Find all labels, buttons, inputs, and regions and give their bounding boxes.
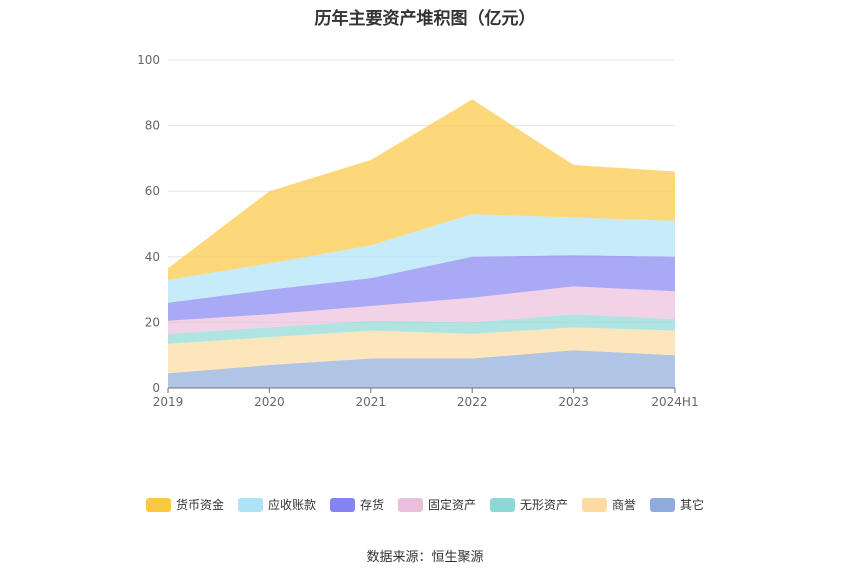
legend-label: 商誉 — [612, 498, 637, 512]
y-tick-label: 40 — [145, 250, 160, 264]
legend-item[interactable]: 无形资产 — [490, 496, 568, 513]
legend-swatch — [650, 497, 676, 512]
area-series-5 — [168, 214, 675, 303]
area-series-6 — [168, 99, 675, 280]
y-tick-label: 100 — [137, 53, 160, 67]
area-series-2 — [168, 314, 675, 344]
y-tick-label: 0 — [152, 381, 160, 395]
x-tick-label: 2024H1 — [651, 395, 698, 409]
legend-swatch — [490, 497, 515, 512]
x-tick-label: 2023 — [558, 395, 589, 409]
area-series-4 — [168, 255, 675, 321]
legend-label: 货币资金 — [175, 498, 224, 512]
x-tick-label: 2022 — [457, 395, 488, 409]
legend-item[interactable]: 存货 — [329, 496, 384, 513]
legend-label: 存货 — [359, 498, 384, 512]
legend-label: 固定资产 — [427, 498, 476, 512]
legend-swatch — [397, 497, 423, 512]
legend-swatch — [145, 497, 171, 512]
y-tick-label: 80 — [145, 119, 160, 133]
legend-item[interactable]: 固定资产 — [397, 496, 476, 513]
area-series-3 — [168, 286, 675, 334]
legend-label: 应收账款 — [267, 498, 316, 512]
legend-item[interactable]: 应收账款 — [237, 496, 316, 513]
legend-swatch — [237, 497, 263, 512]
x-tick-label: 2021 — [356, 395, 387, 409]
y-tick-label: 60 — [145, 184, 160, 198]
x-tick-label: 2020 — [254, 395, 285, 409]
legend-item[interactable]: 货币资金 — [145, 496, 224, 513]
area-series-0 — [168, 350, 675, 388]
x-tick-label: 2019 — [153, 395, 184, 409]
legend-label: 无形资产 — [520, 498, 569, 512]
legend-item[interactable]: 商誉 — [582, 496, 636, 513]
legend-item[interactable]: 其它 — [650, 496, 704, 513]
chart-title: 历年主要资产堆积图（亿元） — [314, 9, 536, 29]
area-series-1 — [168, 327, 675, 374]
legend-swatch — [329, 497, 355, 512]
legend: 货币资金 应收账款 存货 固定资产 无形资产 商誉 其它 — [0, 496, 850, 513]
legend-label: 其它 — [680, 498, 705, 512]
legend-swatch — [582, 497, 608, 512]
y-tick-label: 20 — [145, 315, 160, 329]
data-source-note: 数据来源：恒生聚源 — [366, 550, 484, 565]
